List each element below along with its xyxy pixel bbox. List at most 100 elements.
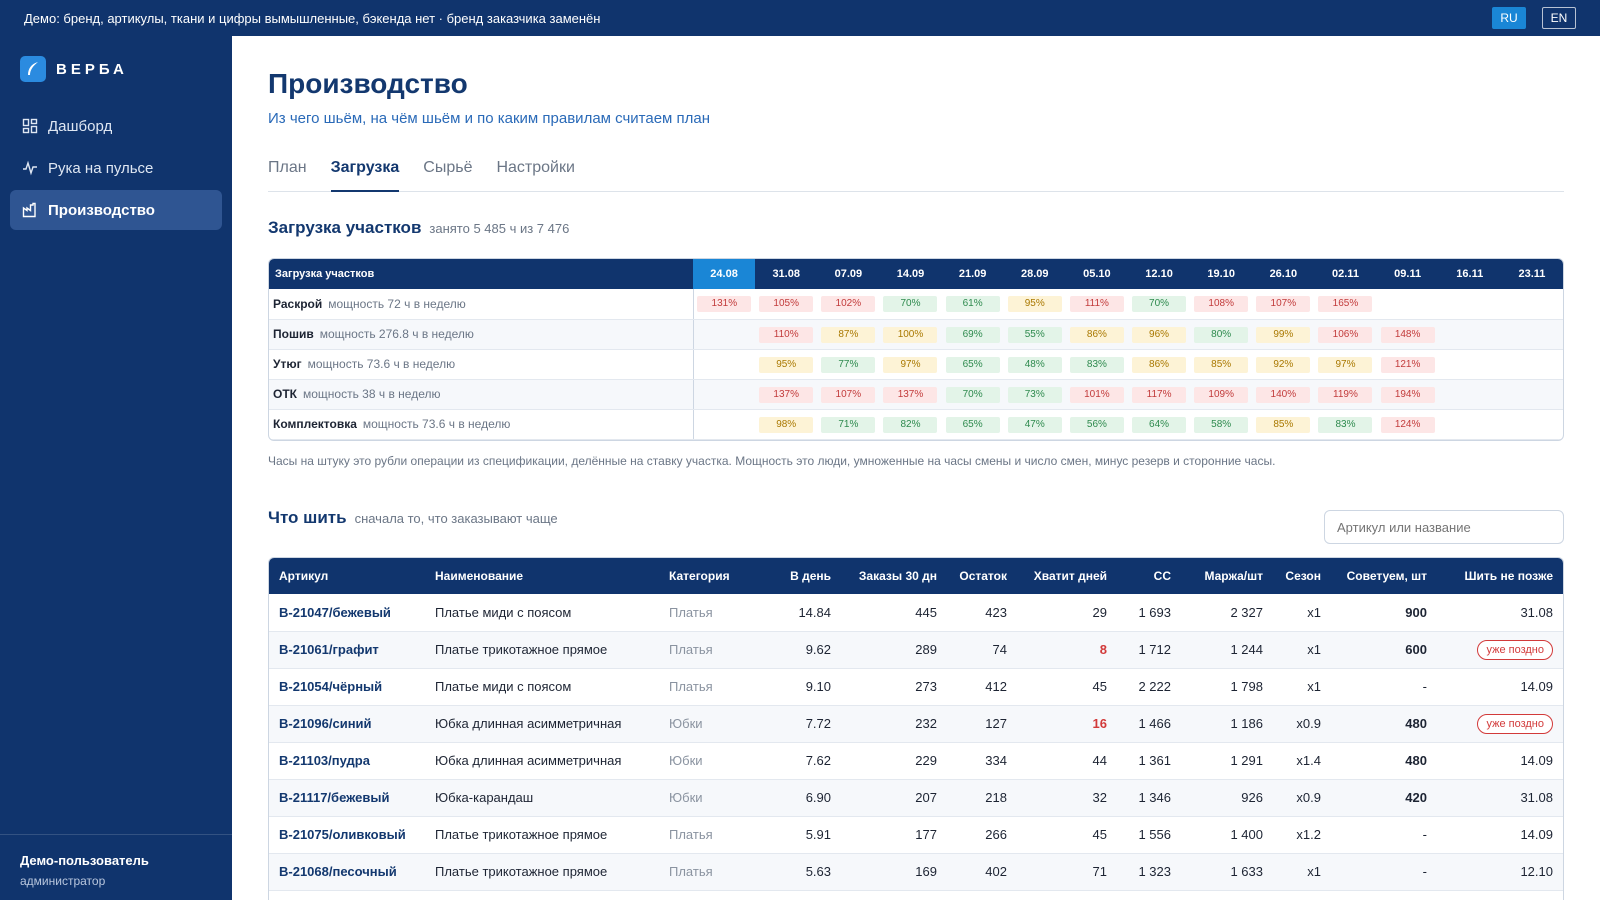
sku-link[interactable]: В-21096/синий: [279, 716, 372, 731]
sku-link[interactable]: В-21117/бежевый: [279, 790, 390, 805]
lang-ru-button[interactable]: RU: [1492, 7, 1526, 29]
sku-link[interactable]: В-21061/графит: [279, 642, 379, 657]
load-cell: [1438, 349, 1501, 380]
column-header[interactable]: Наименование: [425, 558, 659, 594]
load-cell: 92%: [1252, 349, 1315, 380]
sidebar-item-label: Дашборд: [48, 117, 113, 135]
sku-link-cell[interactable]: В-21096/синий: [269, 705, 425, 743]
load-cell: [693, 319, 756, 350]
sku-link-cell[interactable]: В-21103/пудра: [269, 742, 425, 780]
load-row: Утюг мощность 73.6 ч в неделю 95% 77% 97% 65%…: [269, 349, 1563, 380]
load-percent: 102%: [821, 296, 876, 313]
lang-en-button[interactable]: EN: [1542, 7, 1576, 29]
table-row[interactable]: В-21075/оливковый Платье трикотажное прям…: [269, 816, 1563, 854]
sidebar-item-dashboard[interactable]: Дашборд: [10, 106, 222, 146]
column-header[interactable]: Сезон: [1273, 558, 1331, 594]
sku-link-cell[interactable]: В-21054/чёрный: [269, 668, 425, 706]
cost-cell: 1 712: [1117, 631, 1181, 669]
table-row[interactable]: В-21061/графит Платье трикотажное прямое П…: [269, 631, 1563, 669]
load-cell: 102%: [817, 289, 880, 320]
table-row[interactable]: В-21068/песочный Платье трикотажное прямо…: [269, 853, 1563, 891]
advised-qty-cell: -: [1331, 668, 1437, 706]
column-header[interactable]: Шить не позже: [1437, 558, 1563, 594]
column-header[interactable]: Заказы 30 дн: [841, 558, 947, 594]
table-row[interactable]: В-21103/пудра Юбка длинная асимметричная Ю…: [269, 742, 1563, 780]
margin: 1 633: [1230, 864, 1263, 879]
sku-link[interactable]: В-21103/пудра: [279, 753, 370, 768]
load-cell: [1500, 409, 1563, 440]
tab-materials[interactable]: Сырьё: [423, 159, 473, 176]
column-header[interactable]: Хватит дней: [1017, 558, 1117, 594]
cost-cell: 1 556: [1117, 816, 1181, 854]
load-cell: 58%: [1190, 409, 1253, 440]
load-percent: 97%: [1318, 356, 1373, 373]
sidebar-item-production[interactable]: Производство: [10, 190, 222, 230]
product-name: Платье трикотажное прямое: [435, 642, 608, 657]
tab-settings[interactable]: Настройки: [496, 159, 575, 176]
cost: 1 346: [1138, 790, 1171, 805]
week-header: 24.08: [693, 259, 756, 289]
margin-cell: 926: [1181, 779, 1273, 817]
load-percent: 58%: [1194, 416, 1249, 433]
advised-qty: 480: [1405, 716, 1427, 731]
table-row[interactable]: В-21117/бежевый Юбка-карандаш Юбки 6.90 207 2…: [269, 779, 1563, 817]
sku-link[interactable]: В-21054/чёрный: [279, 679, 383, 694]
page-subtitle: Из чего шьём, на чём шьём и по каким пра…: [268, 110, 711, 127]
category: Юбки: [669, 716, 703, 731]
table-row[interactable]: В-21096/синий Юбка длинная асимметричная Ю…: [269, 705, 1563, 743]
product-name: Юбка-карандаш: [435, 790, 534, 805]
per-day: 9.10: [805, 679, 831, 694]
load-percent: 87%: [821, 326, 876, 343]
load-percent: 48%: [1007, 356, 1062, 373]
sku-link-cell[interactable]: В-21068/песочный: [269, 853, 425, 891]
stock-cell: 266: [947, 816, 1017, 854]
tab-plan[interactable]: План: [268, 159, 307, 176]
search-input[interactable]: [1324, 510, 1564, 544]
brand-logo[interactable]: ВЕРБА: [20, 56, 128, 82]
load-cell: 107%: [1252, 289, 1315, 320]
column-header[interactable]: В день: [773, 558, 841, 594]
column-header[interactable]: Остаток: [947, 558, 1017, 594]
per-day-cell: 9.62: [773, 631, 841, 669]
season-factor-cell: x0.9: [1273, 705, 1331, 743]
category: Платья: [669, 864, 713, 879]
stock: 423: [985, 604, 1007, 620]
product-name-cell: Платье миди с поясом: [425, 668, 659, 706]
tab-load[interactable]: Загрузка: [330, 146, 400, 192]
load-cell: 137%: [879, 379, 942, 410]
sku-link[interactable]: В-21075/оливковый: [279, 827, 406, 842]
season-factor: x0.9: [1296, 716, 1321, 731]
load-row: Комплектовка мощность 73.6 ч в неделю 98% 7…: [269, 409, 1563, 440]
sku-link-cell[interactable]: В-21047/бежевый: [269, 594, 425, 632]
column-header[interactable]: Артикул: [269, 558, 425, 594]
per-day-cell: 5.63: [773, 853, 841, 891]
per-day-cell: 9.10: [773, 668, 841, 706]
sku-link-cell[interactable]: В-21117/бежевый: [269, 779, 425, 817]
table-row[interactable]: В-21054/чёрный Платье миди с поясом Платья…: [269, 668, 1563, 706]
column-header[interactable]: СС: [1117, 558, 1181, 594]
load-cell: 65%: [941, 409, 1004, 440]
margin-cell: 1 798: [1181, 668, 1273, 706]
sku-link[interactable]: В-21047/бежевый: [279, 604, 391, 620]
sku-link[interactable]: В-21068/песочный: [279, 864, 397, 879]
season-factor-cell: x1: [1273, 853, 1331, 891]
column-header[interactable]: Маржа/шт: [1181, 558, 1273, 594]
days-left: 16: [1092, 716, 1107, 731]
table-row[interactable]: В-21047/бежевый Платье миди с поясом Плать…: [269, 594, 1563, 632]
sku-link-cell[interactable]: В-21061/графит: [269, 631, 425, 669]
column-header[interactable]: Советуем, шт: [1331, 558, 1437, 594]
orders-30d: 289: [915, 642, 937, 657]
load-cell: 61%: [941, 289, 1004, 320]
days-left-cell: 29: [1017, 594, 1117, 632]
stock-cell: 127: [947, 705, 1017, 743]
product-name-cell: Юбка длинная асимметричная: [425, 705, 659, 743]
what-title: Что шить: [268, 508, 347, 527]
season-factor: x1: [1307, 864, 1321, 879]
column-header[interactable]: Категория: [659, 558, 773, 594]
stock: 127: [985, 716, 1007, 731]
sku-link-cell[interactable]: В-21075/оливковый: [269, 816, 425, 854]
load-percent: 131%: [697, 296, 752, 313]
orders-30d-cell: 445: [841, 594, 947, 632]
sidebar-item-pulse[interactable]: Рука на пульсе: [10, 148, 222, 188]
product-name: Юбка длинная асимметричная: [435, 753, 622, 768]
